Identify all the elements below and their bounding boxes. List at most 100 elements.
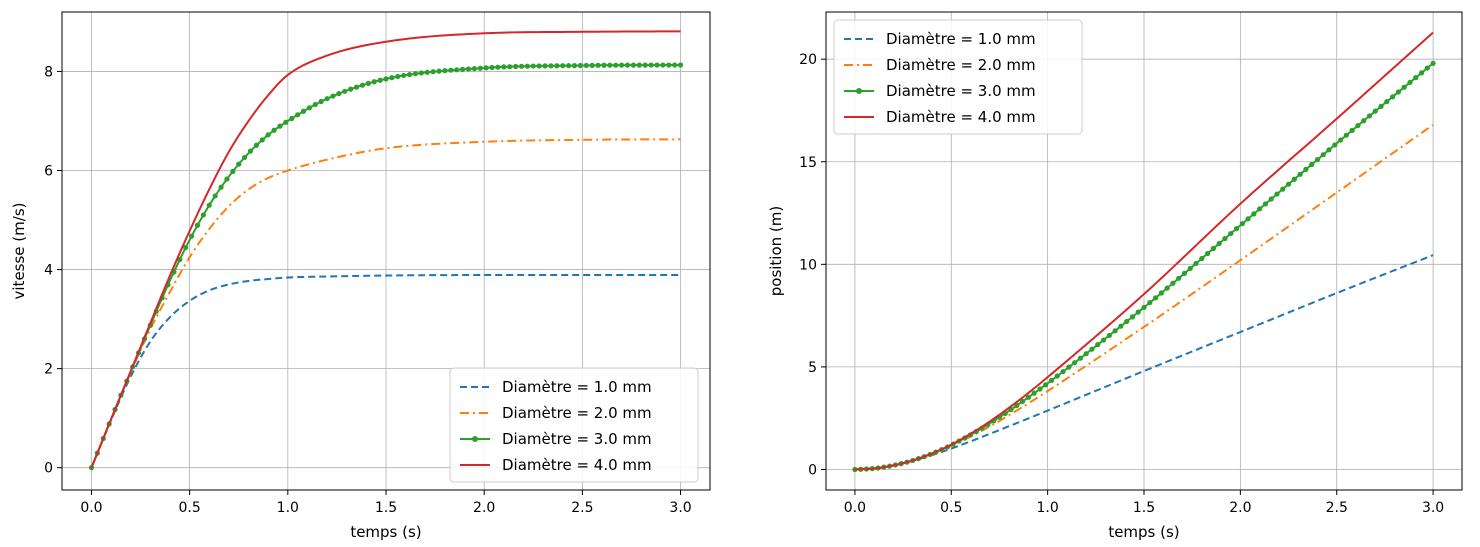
series-marker (283, 119, 289, 125)
series-marker (1112, 328, 1118, 334)
series-marker (1199, 255, 1205, 262)
series-marker (548, 63, 554, 69)
series-marker (442, 68, 448, 74)
series-marker (1349, 127, 1355, 133)
series-marker (265, 132, 271, 138)
series-marker (1170, 280, 1176, 286)
series-marker (1037, 386, 1043, 392)
series-marker (365, 80, 371, 87)
series-marker (1413, 75, 1419, 81)
series-marker (247, 148, 254, 154)
series-marker (530, 63, 536, 69)
series-marker (495, 64, 501, 70)
series-line-4 (90, 30, 681, 469)
series-marker (371, 79, 377, 85)
series-marker (318, 98, 324, 105)
series-marker (1257, 206, 1263, 212)
series-marker (1118, 323, 1124, 329)
x-tick-label: 0.0 (844, 500, 866, 516)
series-marker (571, 63, 578, 69)
series-marker (1361, 118, 1367, 124)
series-marker (524, 63, 530, 69)
series-marker (554, 63, 560, 69)
series-marker (1152, 295, 1159, 301)
series-marker (1309, 161, 1315, 168)
series-marker (389, 75, 395, 81)
series-marker (1332, 142, 1338, 148)
series-marker (1210, 245, 1216, 252)
series-marker (1355, 122, 1361, 129)
series-marker (1158, 290, 1164, 296)
legend-entry-label: Diamètre = 3.0 mm (886, 82, 1036, 100)
series-marker (471, 66, 477, 72)
series-marker (300, 108, 307, 114)
series-marker (459, 66, 466, 72)
series-marker (1390, 94, 1396, 100)
x-tick-label: 2.5 (1326, 500, 1348, 516)
series-marker (601, 62, 607, 68)
series-marker (271, 127, 277, 133)
series-marker (1297, 171, 1303, 177)
legend-entry-label: Diamètre = 2.0 mm (886, 56, 1036, 74)
legend-entry-label: Diamètre = 2.0 mm (502, 404, 652, 422)
series-marker (194, 222, 201, 228)
series-marker (418, 70, 424, 76)
y-tick-label: 2 (44, 362, 53, 378)
series-marker (1268, 196, 1274, 202)
series-marker (589, 62, 595, 68)
series-marker (436, 68, 442, 74)
series-marker (1430, 60, 1436, 66)
x-axis-label: temps (s) (350, 523, 421, 541)
series-marker (1285, 181, 1292, 187)
series-marker (236, 161, 242, 167)
x-tick-label: 2.0 (1229, 500, 1251, 516)
series-marker (642, 62, 648, 68)
series-marker (1124, 318, 1130, 325)
series-marker (1343, 132, 1349, 138)
series-marker (1372, 108, 1378, 114)
series-marker (1222, 235, 1228, 242)
x-tick-label: 2.0 (473, 500, 495, 516)
velocity-plot: 0.0 0.5 1.0 1.5 2.0 2.5 3.0 0 2 4 6 8 temps (s) vites… (10, 11, 711, 541)
series-marker (448, 67, 454, 73)
x-tick-label: 1.0 (1037, 500, 1059, 516)
series-marker (454, 67, 460, 73)
y-tick-label: 5 (808, 360, 817, 376)
series-marker (630, 62, 637, 68)
series-marker (489, 64, 495, 71)
series-marker (1141, 304, 1147, 311)
series-marker (677, 62, 684, 68)
series-marker (1019, 398, 1026, 404)
series-marker (289, 115, 295, 122)
series-marker (636, 62, 642, 68)
series-marker (1014, 402, 1020, 409)
legend-entry-label: Diamètre = 1.0 mm (502, 378, 652, 396)
series-marker (1320, 152, 1326, 158)
position-plot: 0.0 0.5 1.0 1.5 2.0 2.5 3.0 0 5 10 15 20 temps (s) po… (767, 11, 1463, 541)
series-marker (648, 62, 654, 68)
x-tick-label: 0.5 (940, 500, 962, 516)
series-marker (1366, 113, 1373, 119)
series-marker (566, 63, 572, 69)
series-marker (424, 69, 430, 75)
series-marker (1216, 240, 1222, 247)
y-axis-label: position (m) (767, 206, 785, 297)
series-marker (560, 63, 566, 69)
series-marker (1401, 84, 1407, 90)
series-marker (1291, 176, 1297, 182)
series-marker (342, 88, 348, 94)
series-marker (1424, 65, 1430, 71)
y-tick-label: 4 (44, 263, 53, 279)
series-marker (1100, 337, 1107, 343)
series-marker (1337, 137, 1344, 143)
series-marker (324, 96, 330, 102)
x-tick-label: 3.0 (1422, 500, 1444, 516)
series-marker (1395, 89, 1401, 95)
series-marker (1280, 186, 1286, 192)
x-tick-label: 3.0 (669, 500, 691, 516)
series-marker (218, 184, 224, 190)
series-marker (607, 62, 613, 68)
series-marker (501, 64, 507, 70)
x-tick-label: 2.5 (571, 500, 593, 516)
